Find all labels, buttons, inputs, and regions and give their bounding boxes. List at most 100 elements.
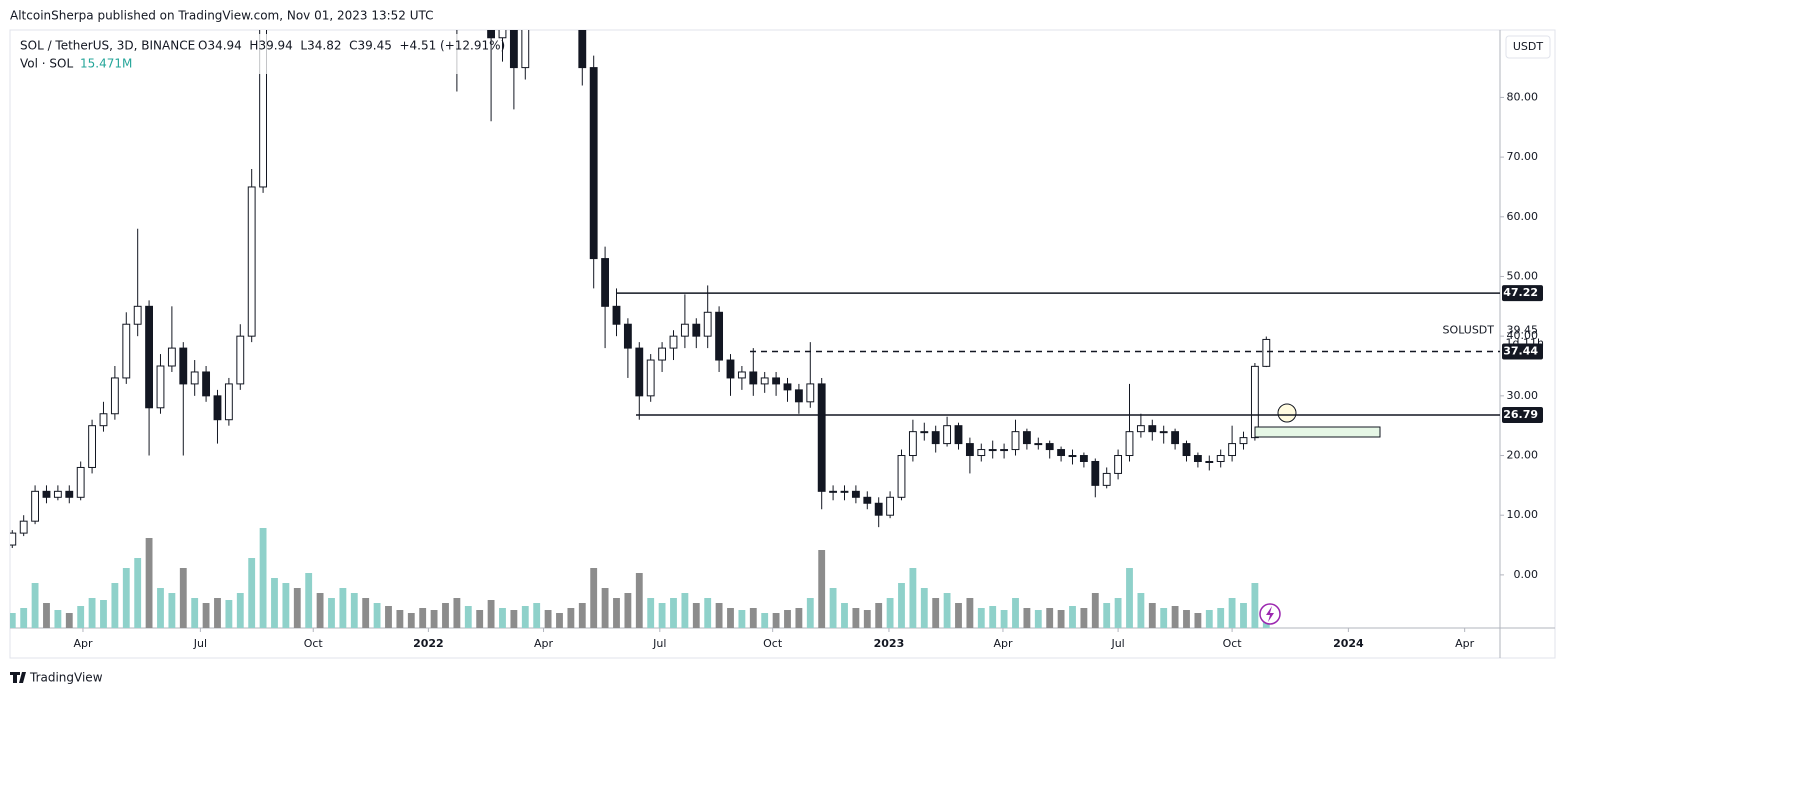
candle-body	[749, 371, 758, 385]
volume-bar	[1126, 568, 1133, 628]
candle-body	[1136, 425, 1145, 433]
candle-body	[988, 449, 997, 452]
volume-bar	[875, 603, 883, 628]
candle-body	[623, 323, 632, 349]
volume-bar	[567, 608, 575, 628]
candle-body	[1011, 431, 1020, 451]
y-tick-label: 20.00	[1507, 449, 1539, 462]
candle-body	[954, 425, 963, 445]
candle-body	[1250, 365, 1259, 439]
candle-body	[498, 30, 507, 39]
volume-bar	[31, 583, 39, 628]
countdown: 1d 11h	[1506, 336, 1544, 349]
candle-body	[760, 377, 769, 385]
zone-box	[1254, 426, 1381, 438]
candle-body	[1034, 443, 1043, 446]
candle-body	[635, 347, 644, 397]
volume-bar	[1183, 610, 1190, 628]
x-tick-label: Jul	[652, 637, 666, 650]
volume-bar	[1057, 610, 1065, 628]
candle-body	[943, 425, 952, 445]
currency[interactable]: USDT	[1513, 40, 1544, 53]
volume-bar	[214, 598, 221, 628]
volume-bar	[795, 608, 803, 628]
volume-bar	[1023, 608, 1031, 628]
candle-body	[133, 305, 142, 325]
volume-bar	[829, 588, 837, 628]
volume-bar	[316, 593, 324, 628]
candle-body	[1022, 431, 1031, 445]
candle-body	[977, 449, 986, 457]
candle-body	[783, 383, 792, 391]
volume-bar	[590, 568, 598, 628]
volume-bar	[179, 568, 187, 628]
candle-body	[487, 30, 496, 39]
volume-bar	[111, 583, 119, 628]
volume-bar	[339, 588, 347, 628]
volume-bar	[100, 600, 107, 628]
volume-bar	[727, 608, 734, 628]
volume-bar	[43, 603, 50, 628]
candle-body	[965, 443, 974, 457]
y-tick-label: 60.00	[1507, 210, 1539, 223]
volume-bar	[784, 610, 791, 628]
candle-body	[578, 30, 587, 69]
volume-bar	[544, 610, 552, 628]
candle-body	[692, 323, 701, 337]
last-price: 39.45	[1507, 323, 1539, 336]
y-tick-label: 30.00	[1507, 389, 1539, 402]
candle-body	[1262, 338, 1271, 367]
volume-bar	[65, 613, 73, 628]
candle-body	[567, 0, 574, 8]
candle-body	[1102, 472, 1111, 486]
candle-body	[1193, 455, 1202, 462]
x-tick-label: Oct	[1223, 637, 1243, 650]
candle-body	[772, 377, 781, 385]
candle-body	[726, 359, 735, 379]
candle-body	[817, 383, 826, 492]
candle-body	[190, 371, 199, 385]
level-label-bg	[1502, 406, 1543, 423]
legend-bg	[20, 34, 480, 74]
candle-body	[224, 383, 233, 421]
candle-body	[851, 490, 860, 498]
candle-body	[886, 496, 895, 516]
volume-bar	[259, 528, 267, 628]
x-tick-label: Jul	[193, 637, 207, 650]
candle-body	[145, 305, 154, 409]
volume-bar	[692, 603, 700, 628]
x-tick-label: Jul	[1110, 637, 1124, 650]
volume-bar	[1034, 610, 1042, 628]
candle-body	[65, 490, 74, 498]
candle-body	[612, 305, 621, 325]
candle-body	[1114, 455, 1123, 474]
candle-body	[521, 30, 530, 69]
candle-body	[247, 186, 256, 337]
volume-bar	[715, 603, 723, 628]
tv-logo	[10, 672, 26, 683]
volume-bar	[601, 588, 609, 628]
candle-body	[1057, 449, 1066, 457]
volume-bar	[977, 608, 985, 628]
volume-bar	[681, 593, 689, 628]
candle-body	[931, 431, 940, 445]
candle-body	[1182, 443, 1191, 457]
volume-bar	[1114, 598, 1122, 628]
volume-bar	[1228, 598, 1236, 628]
volume-bar	[476, 610, 484, 628]
volume-value: 15.471M	[80, 57, 132, 71]
volume-bar	[510, 610, 518, 628]
volume-bar	[635, 573, 643, 628]
candle-body	[1239, 437, 1248, 445]
volume-bar	[145, 538, 153, 628]
volume-bar	[248, 558, 256, 628]
candle-body	[10, 532, 17, 546]
volume-bar	[1148, 603, 1156, 628]
y-tick-label: 80.00	[1507, 90, 1539, 103]
volume-bar	[385, 606, 392, 628]
candle-body	[453, 0, 460, 8]
y-tick-label: 70.00	[1507, 150, 1539, 163]
volume-bar	[282, 583, 290, 628]
currency-button[interactable]	[1505, 35, 1551, 59]
